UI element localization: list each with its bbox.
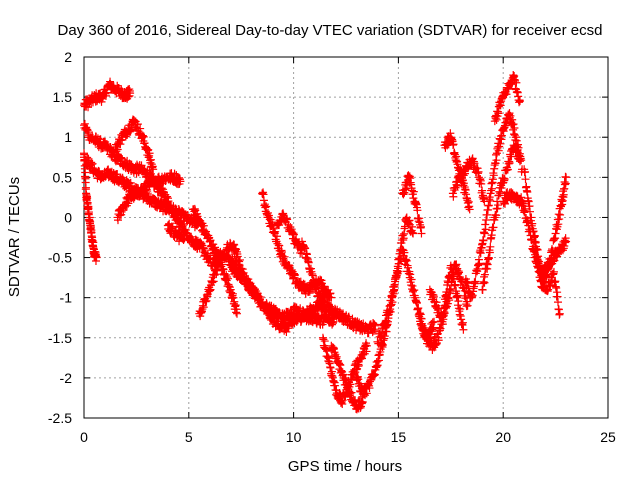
x-tick-label: 0	[80, 429, 88, 445]
series-track-p	[327, 341, 367, 414]
y-tick-label: 0.5	[53, 169, 73, 185]
marker-path	[111, 115, 158, 174]
marker-path	[352, 213, 418, 401]
series-track-q	[352, 213, 418, 401]
series-track-ab	[520, 165, 571, 286]
series-track-l	[258, 188, 336, 302]
marker-path	[163, 219, 242, 274]
marker-path	[297, 237, 332, 310]
x-tick-label: 20	[495, 429, 511, 445]
marker-path	[448, 154, 489, 206]
marker-path	[188, 204, 242, 318]
marker-path	[440, 129, 474, 214]
y-tick-label: 0	[64, 209, 72, 225]
marker-path	[398, 171, 426, 238]
grid-lines	[84, 57, 608, 418]
y-tick-label: -1	[60, 290, 73, 306]
marker-path	[258, 188, 336, 302]
series-track-z	[490, 71, 524, 126]
y-tick-label: -1.5	[48, 330, 72, 346]
marker-path	[113, 169, 185, 225]
chart-title: Day 360 of 2016, Sidereal Day-to-day VTE…	[58, 22, 603, 39]
series-track-v	[440, 129, 474, 214]
series-track-y	[478, 141, 524, 294]
series-track-e	[113, 169, 185, 225]
y-tick-label: 1	[64, 129, 72, 145]
y-tick-label: -2.5	[48, 410, 72, 426]
marker-path	[520, 165, 571, 286]
y-axis-label: SDTVAR / TECUs	[6, 177, 23, 297]
y-tick-label: -2	[60, 370, 73, 386]
x-tick-label: 15	[391, 429, 407, 445]
series-track-a	[80, 149, 101, 266]
marker-path	[226, 261, 380, 338]
x-tick-label: 10	[286, 429, 302, 445]
data-points	[80, 71, 571, 414]
marker-path	[80, 77, 135, 112]
series-track-i	[195, 261, 223, 321]
series-track-n	[297, 237, 332, 310]
x-axis-label: GPS time / hours	[288, 458, 402, 475]
series-track-r	[373, 245, 439, 348]
marker-path	[373, 245, 439, 348]
plot-frame	[83, 56, 609, 419]
y-tick-labels: 2 1.5 1 0.5 0 -0.5 -1 -1.5 -2 -2.5	[48, 49, 72, 426]
series-track-h	[188, 204, 242, 318]
x-tick-labels: 0 5 10 15 20 25	[80, 429, 616, 445]
series-track-f	[111, 115, 158, 174]
axis-ticks	[83, 56, 609, 419]
series-track-k	[226, 261, 380, 338]
series-track-x	[461, 109, 527, 302]
series-track-ac	[530, 237, 564, 319]
marker-path	[425, 260, 472, 329]
y-tick-label: 2	[64, 49, 72, 65]
marker-path	[195, 261, 223, 321]
marker-path	[478, 141, 524, 294]
marker-path	[461, 109, 527, 302]
series-track-g	[163, 219, 242, 274]
marker-path	[530, 237, 564, 319]
x-tick-label: 25	[600, 429, 616, 445]
series-track-s	[398, 171, 426, 238]
marker-path	[80, 149, 101, 266]
series-track-b	[80, 77, 135, 112]
y-tick-label: -0.5	[48, 250, 72, 266]
marker-path	[327, 341, 367, 414]
series-track-u	[425, 260, 472, 329]
x-tick-label: 5	[185, 429, 193, 445]
series-track-w	[448, 154, 489, 206]
marker-path	[490, 71, 524, 126]
y-tick-label: 1.5	[53, 89, 73, 105]
